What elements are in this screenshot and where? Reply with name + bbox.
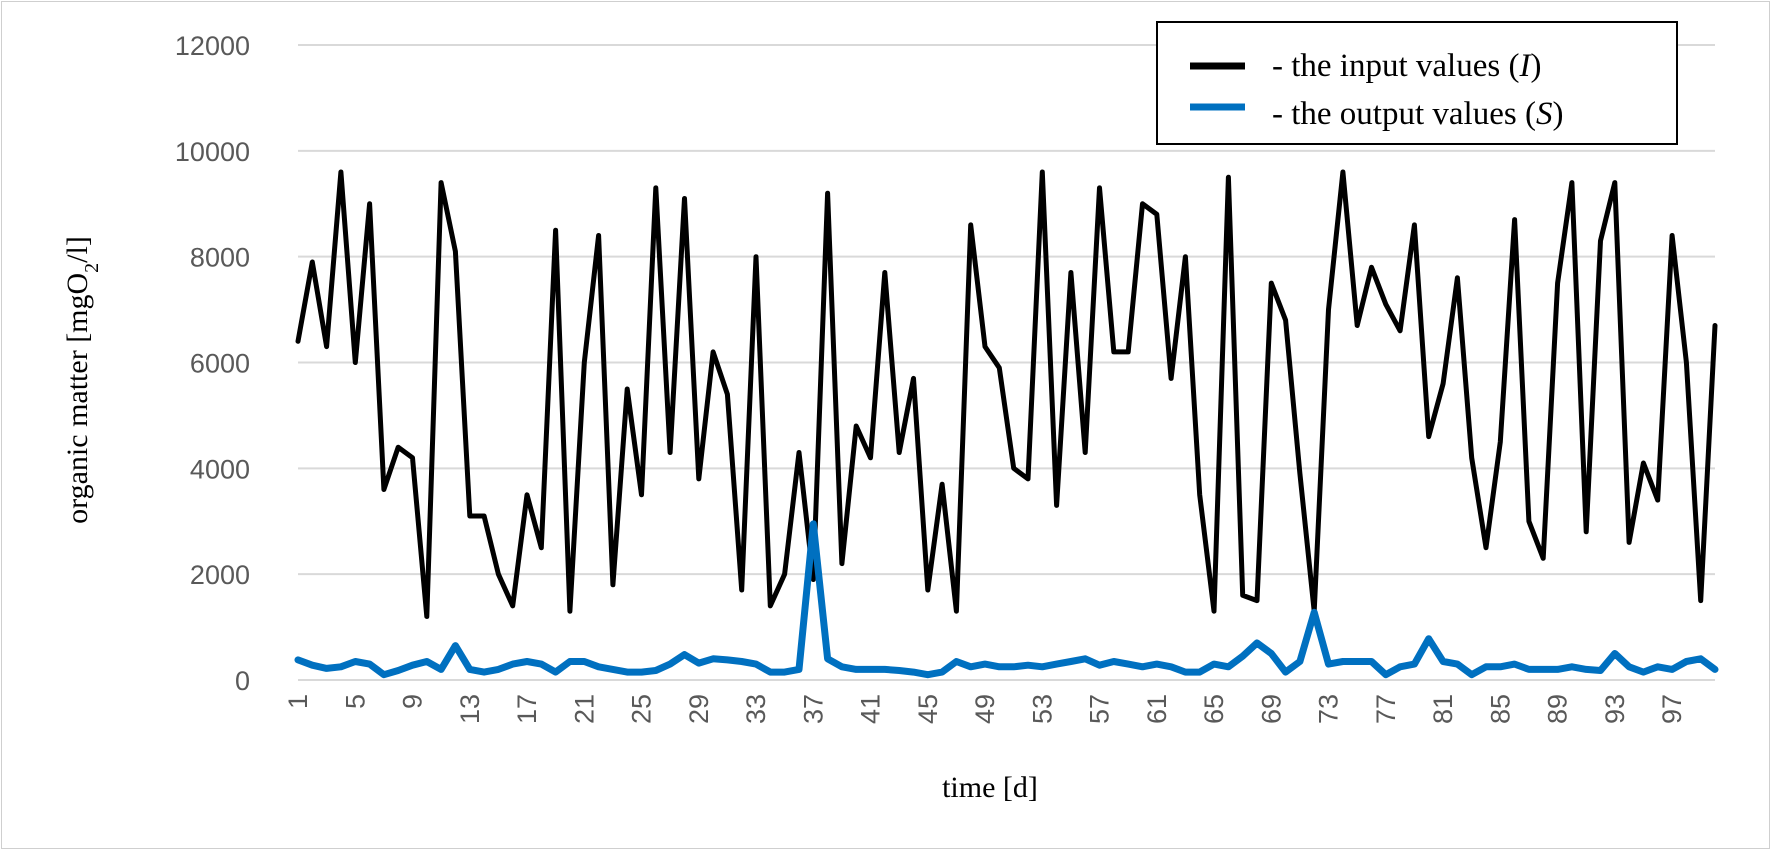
x-tick-label: 57 (1085, 694, 1115, 724)
y-axis-title-subscript: 2 (81, 263, 103, 273)
legend-label-output: - the output values (S) (1272, 96, 1563, 132)
y-axis-title-unit: /l] (61, 236, 94, 263)
series-lines (298, 172, 1715, 675)
x-tick-label: 61 (1142, 694, 1172, 724)
y-tick-label: 10000 (175, 137, 250, 167)
legend-label-input: - the input values (I) (1272, 48, 1541, 84)
x-tick-label: 85 (1485, 694, 1515, 724)
x-tick-label: 53 (1027, 694, 1057, 724)
x-tick-label: 5 (340, 694, 370, 709)
legend: - the input values (I) - the output valu… (1157, 22, 1677, 144)
y-tick-label: 6000 (190, 349, 250, 379)
x-tick-label: 77 (1371, 694, 1401, 724)
x-tick-label: 89 (1543, 694, 1573, 724)
x-tick-label: 17 (512, 694, 542, 724)
x-tick-label: 33 (741, 694, 771, 724)
x-tick-label: 25 (627, 694, 657, 724)
series-line-input (298, 172, 1715, 617)
x-tick-label: 69 (1256, 694, 1286, 724)
x-tick-label: 41 (856, 694, 886, 724)
x-tick-label: 49 (970, 694, 1000, 724)
y-tick-labels: 0 2000 4000 6000 8000 10000 12000 (175, 31, 250, 696)
x-tick-label: 45 (913, 694, 943, 724)
y-tick-label: 12000 (175, 31, 250, 61)
x-tick-labels: 1 5 9 13 17 21 25 29 33 37 41 45 49 53 57 61 65 69 73 77 81 8… (283, 694, 1687, 724)
x-tick-label: 93 (1600, 694, 1630, 724)
y-tick-label: 4000 (190, 454, 250, 484)
x-tick-label: 9 (398, 694, 428, 709)
y-tick-label: 0 (235, 666, 250, 696)
x-axis-title: time [d] (942, 771, 1038, 804)
x-tick-label: 29 (684, 694, 714, 724)
x-tick-label: 13 (455, 694, 485, 724)
x-tick-label: 73 (1314, 694, 1344, 724)
x-tick-label: 1 (283, 694, 313, 709)
x-tick-label: 97 (1657, 694, 1687, 724)
y-axis-title: organic matter [mgO2/l] (61, 236, 103, 524)
y-axis-title-text: organic matter [mgO (61, 273, 94, 524)
x-tick-label: 81 (1428, 694, 1458, 724)
x-tick-label: 21 (569, 694, 599, 724)
y-tick-label: 8000 (190, 243, 250, 273)
x-tick-label: 65 (1199, 694, 1229, 724)
x-tick-label: 37 (798, 694, 828, 724)
y-tick-label: 2000 (190, 560, 250, 590)
